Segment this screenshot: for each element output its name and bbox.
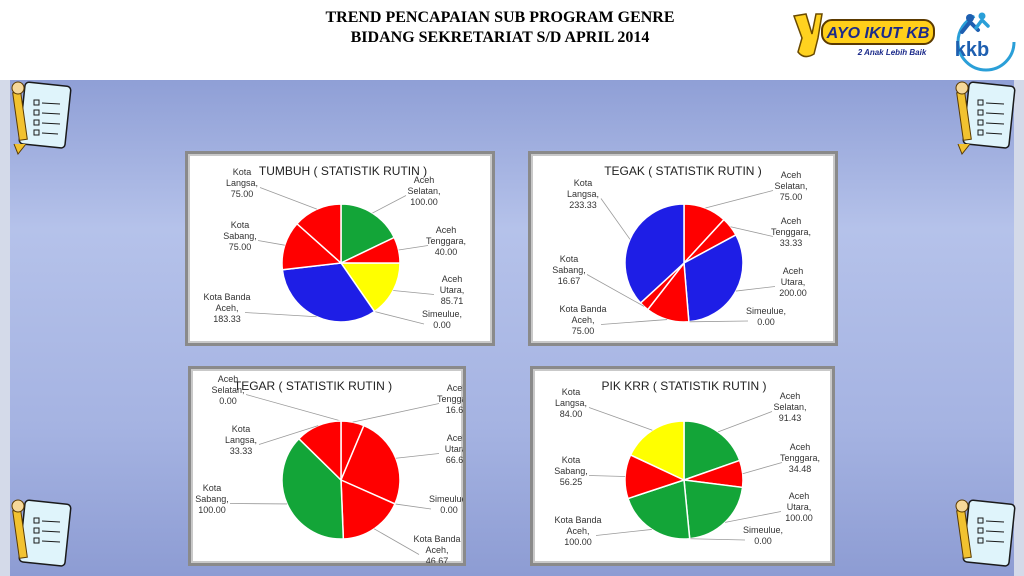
- leader-line: [595, 529, 652, 536]
- data-label-kota-sabang: Kota Sabang, 100.00: [195, 483, 229, 515]
- leader-line: [244, 312, 317, 318]
- pie-slice-aceh-selatan: [340, 203, 396, 265]
- leader-line: [393, 290, 435, 295]
- leader-line: [725, 511, 782, 523]
- data-label-kota-banda-aceh: Kota Banda Aceh, 100.00: [554, 515, 601, 547]
- data-label-kota-banda-aceh: Kota Banda Aceh, 183.33: [203, 292, 250, 324]
- checklist-pencil-icon: [11, 499, 72, 567]
- leader-line: [352, 403, 440, 423]
- chart-tumbuh: TUMBUH ( STATISTIK RUTIN ) Aceh Selatan, 10…: [185, 151, 495, 346]
- leader-line: [705, 190, 774, 209]
- chart-title: PIK KRR ( STATISTIK RUTIN ): [602, 379, 767, 393]
- data-label-kota-langsa: Kota Langsa, 233.33: [567, 178, 599, 210]
- checklist-pencil-icon: [11, 81, 72, 155]
- chart-title: TEGAK ( STATISTIK RUTIN ): [604, 164, 762, 178]
- data-label-simeulue: Simeulue,0.00: [743, 525, 783, 546]
- data-label-kota-langsa: Kota Langsa, 33.33: [225, 424, 257, 456]
- data-label-aceh-tenggara: Aceh Tenggara, 34.48: [780, 442, 820, 474]
- title-line-1: TREND PENCAPAIAN SUB PROGRAM GENRE: [325, 9, 675, 26]
- chart-pik-krr: PIK KRR ( STATISTIK RUTIN ) Aceh Selatan, 9…: [530, 366, 835, 566]
- data-label-kota-sabang: Kota Sabang, 16.67: [552, 254, 586, 286]
- data-label-simeulue: Simeulue,0.00: [422, 309, 462, 330]
- data-label-aceh-selatan: Aceh Selatan, 100.00: [407, 175, 440, 207]
- pie-chart-pik-krr: PIK KRR ( STATISTIK RUTIN ) Aceh Selatan, 9…: [554, 379, 820, 547]
- leader-line: [398, 245, 429, 251]
- data-label-aceh-selatan: Aceh Selatan, 75.00: [774, 170, 807, 202]
- pie-slice-aceh-utara: [683, 479, 744, 540]
- checklist-pencil-icon: [955, 81, 1016, 155]
- pie-slice-aceh-utara: [683, 233, 744, 323]
- pie-chart-tegar: TEGAR ( STATISTIK RUTIN )Aceh Selatan, 0.0…: [195, 374, 463, 563]
- kkb-logo: kkb: [955, 12, 1016, 72]
- chart-tegar: TEGAR ( STATISTIK RUTIN ) Aceh Selatan, 0.0…: [188, 366, 466, 566]
- leader-line: [689, 538, 746, 541]
- hand-v-sign-icon: [792, 13, 823, 58]
- pie-slice-kota-banda-aceh: [281, 262, 376, 323]
- chart-tegak: TEGAK ( STATISTIK RUTIN ) Aceh Selatan, 75.…: [528, 151, 838, 346]
- logo-subtext: 2 Anak Lebih Baik: [857, 48, 927, 57]
- data-label-aceh-selatan: Aceh Selatan, 91.43: [773, 391, 806, 423]
- leader-line: [688, 320, 749, 323]
- logo-text: AYO IKUT KB: [826, 25, 930, 42]
- leader-line: [735, 286, 776, 292]
- leader-line: [373, 528, 420, 555]
- family-figures-icon: [960, 12, 990, 34]
- checklist-pencil-icon: [955, 499, 1016, 567]
- data-label-kota-banda-aceh: Kota Banda Aceh, 46.67: [413, 534, 460, 563]
- chart-title: TEGAR ( STATISTIK RUTIN ): [234, 379, 392, 393]
- leader-line: [588, 407, 653, 431]
- leader-line: [259, 187, 318, 210]
- leader-line: [717, 411, 773, 433]
- pie-slice-aceh-utara: [339, 262, 401, 313]
- slide-background-panel: [10, 80, 1014, 576]
- leader-line: [395, 453, 440, 459]
- chart-title: TUMBUH ( STATISTIK RUTIN ): [259, 164, 427, 178]
- data-label-kota-banda-aceh: Kota Banda Aceh, 75.00: [559, 304, 606, 336]
- leader-line: [374, 311, 425, 325]
- data-label-aceh-tenggara: Aceh Tenggara, 33.33: [771, 216, 811, 248]
- pie-slice-kota-langsa: [629, 420, 685, 482]
- data-label-aceh-utara: Aceh Utara, 85.71: [440, 274, 465, 306]
- pie-slice-aceh-utara: [340, 424, 401, 505]
- data-label-kota-langsa: Kota Langsa, 75.00: [226, 167, 258, 199]
- leader-line: [586, 274, 645, 307]
- page-title: TREND PENCAPAIAN SUB PROGRAM GENRE BIDAN…: [250, 8, 750, 48]
- leader-line: [730, 226, 774, 237]
- pie-chart-tegak: TEGAK ( STATISTIK RUTIN ) Aceh Selatan, 75.…: [552, 164, 811, 336]
- data-label-simeulue: Simeulue,0.00: [429, 494, 463, 515]
- kkb-text: kkb: [955, 39, 989, 61]
- data-label-aceh-tenggara: Aceh Tenggara, 40.00: [426, 225, 466, 257]
- leader-line: [600, 319, 668, 325]
- data-label-simeulue: Simeulue,0.00: [746, 306, 786, 327]
- leader-line: [742, 462, 783, 475]
- right-edge-strip: [1014, 80, 1024, 576]
- pie-slice-kota-banda-aceh: [340, 478, 396, 540]
- data-label-aceh-selatan: Aceh Selatan, 0.00: [211, 374, 244, 406]
- leader-line: [258, 425, 319, 445]
- leader-line: [600, 198, 631, 240]
- leader-line: [394, 503, 432, 510]
- logo-banner: [821, 19, 935, 45]
- data-label-kota-langsa: Kota Langsa, 84.00: [555, 387, 587, 419]
- data-label-kota-sabang: Kota Sabang, 75.00: [223, 220, 257, 252]
- pie-slice-kota-banda-aceh: [627, 478, 691, 540]
- leader-line: [372, 195, 407, 214]
- data-label-aceh-utara: Aceh Utara, 200.00: [779, 266, 807, 298]
- leader-line: [245, 394, 342, 422]
- ayo-ikut-kb-logo: AYO IKUT KB 2 Anak Lebih Baik: [792, 13, 935, 58]
- leader-line: [257, 240, 285, 246]
- data-label-kota-sabang: Kota Sabang, 56.25: [554, 455, 588, 487]
- data-label-aceh-utara: Aceh Utara, 100.00: [785, 491, 813, 523]
- title-line-2: BIDANG SEKRETARIAT S/D APRIL 2014: [350, 29, 650, 46]
- left-edge-strip: [0, 80, 10, 576]
- pie-chart-tumbuh: TUMBUH ( STATISTIK RUTIN )Aceh Selatan, 10…: [203, 164, 466, 330]
- leader-line: [588, 475, 626, 477]
